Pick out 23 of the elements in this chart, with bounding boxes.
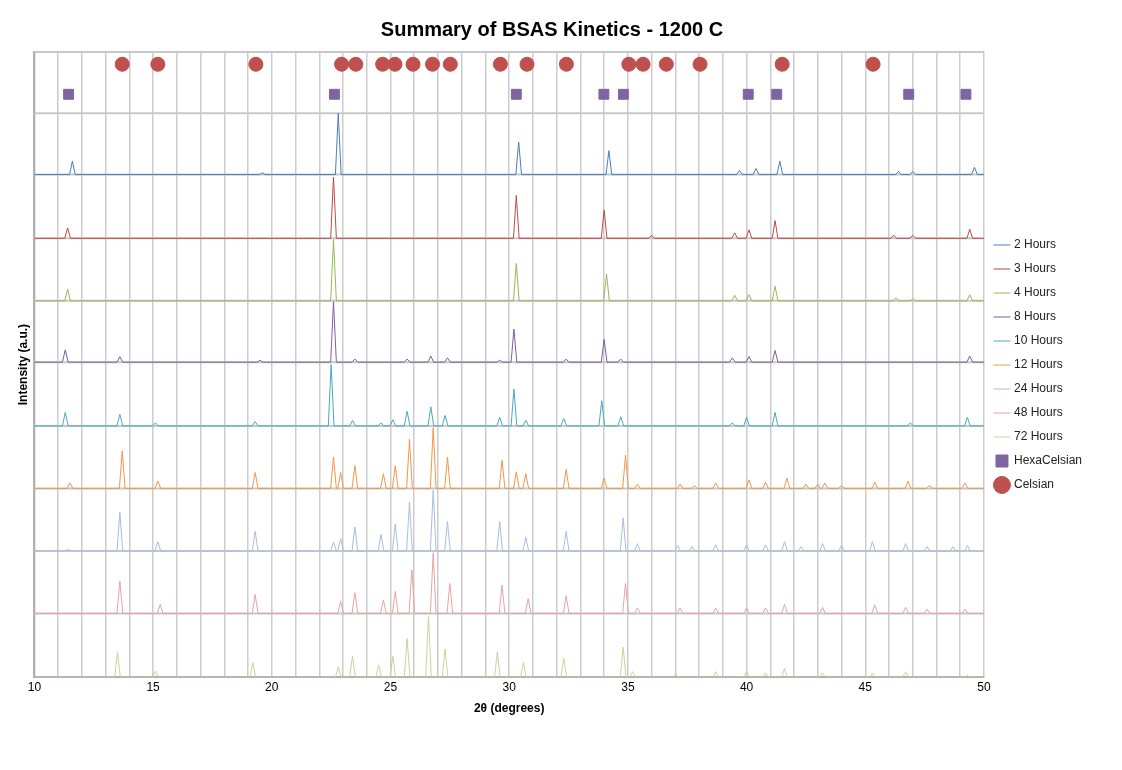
x-tick-label: 30 bbox=[502, 679, 517, 694]
x-tick-label: 40 bbox=[739, 679, 754, 694]
legend-label: HexaCelsian bbox=[1013, 453, 1083, 468]
legend-label: 4 Hours bbox=[1013, 285, 1056, 300]
legend-label: 24 Hours bbox=[1013, 381, 1063, 396]
chart-title: Summary of BSAS Kinetics - 1200 C bbox=[380, 17, 724, 40]
x-tick-label: 10 bbox=[27, 679, 42, 694]
x-tick-label: 35 bbox=[621, 679, 635, 694]
x-tick-label: 20 bbox=[265, 679, 279, 694]
legend-label: 72 Hours bbox=[1013, 429, 1063, 444]
legend-label: 12 Hours bbox=[1013, 357, 1063, 372]
x-axis-title: 2θ (degrees) bbox=[473, 701, 545, 716]
x-tick-label: 45 bbox=[858, 679, 873, 694]
legend-label: 10 Hours bbox=[1013, 333, 1063, 348]
y-axis-title: Intensity (a.u.) bbox=[15, 323, 30, 406]
legend-label: Celsian bbox=[1013, 477, 1054, 492]
x-tick-label: 15 bbox=[146, 679, 161, 694]
legend-label: 3 Hours bbox=[1013, 261, 1056, 276]
legend-label: 48 Hours bbox=[1013, 405, 1063, 420]
legend-label: 2 Hours bbox=[1013, 237, 1056, 252]
legend-label: 8 Hours bbox=[1013, 309, 1056, 324]
x-tick-label: 25 bbox=[383, 679, 398, 694]
x-tick-label: 50 bbox=[977, 679, 991, 694]
